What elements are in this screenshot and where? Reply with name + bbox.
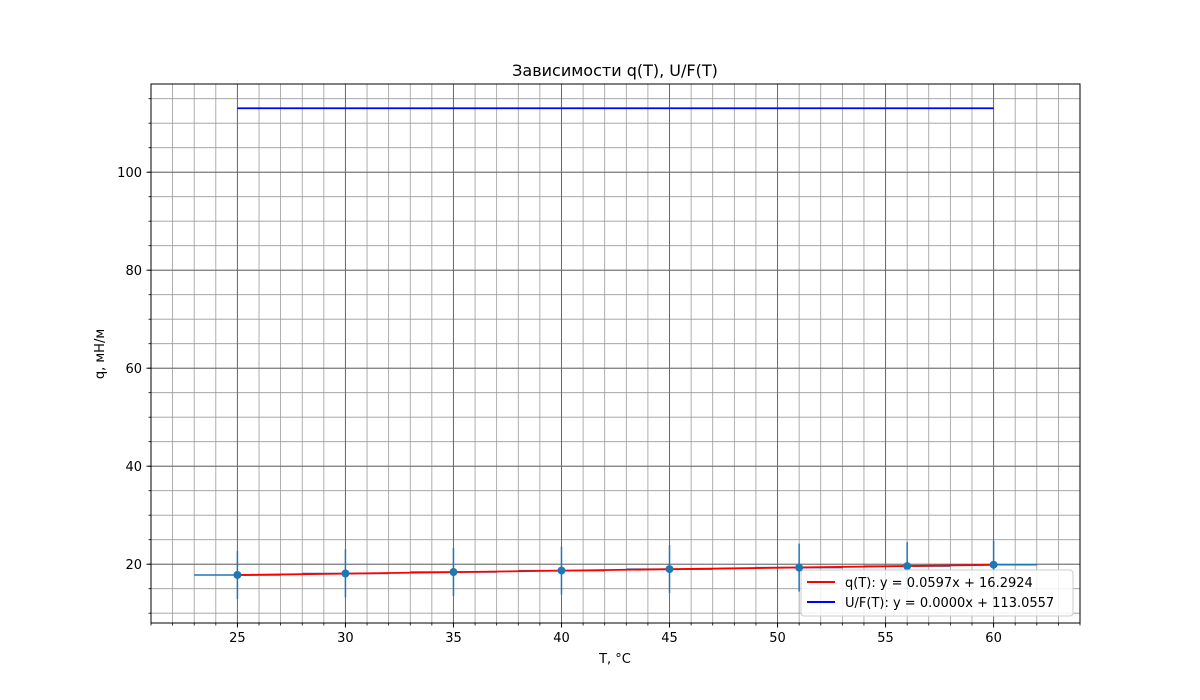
y-tick-labels: 20 40 60 80 100 [117,166,142,573]
legend-label-uf: U/F(T): y = 0.0000x + 113.0557 [845,596,1054,611]
data-point [903,562,912,571]
x-tick-label: 35 [445,631,462,646]
chart-title: Зависимости q(T), U/F(T) [512,61,718,80]
grid-minor [150,84,1081,623]
data-point [989,560,998,569]
y-tick-label: 80 [125,264,142,279]
data-point [341,569,350,578]
legend-label-q: q(T): y = 0.0597x + 16.2924 [845,576,1033,591]
x-tick-label: 45 [661,631,678,646]
grid-major [151,84,1080,623]
data-point [557,566,566,575]
x-tick-label: 40 [553,631,570,646]
y-tick-label: 100 [117,166,142,181]
x-tick-labels: 25 30 35 40 45 50 55 60 [229,631,1002,646]
axis-ticks [146,98,1081,628]
x-tick-label: 55 [877,631,894,646]
plot-frame [150,83,1081,624]
x-tick-label: 50 [769,631,786,646]
y-tick-label: 60 [125,362,142,377]
y-tick-label: 20 [125,558,142,573]
y-tick-label: 40 [125,460,142,475]
legend-box [800,569,1074,617]
x-tick-label: 25 [229,631,246,646]
data-point [665,565,674,574]
data-points [233,560,998,579]
x-axis-label: T, °C [598,652,631,667]
x-tick-label: 60 [985,631,1002,646]
data-point [449,568,458,577]
legend: q(T): y = 0.0597x + 16.2924 U/F(T): y = … [800,569,1074,617]
data-point [795,563,804,572]
fit-lines [237,107,994,576]
x-tick-label: 30 [337,631,354,646]
data-point [233,570,242,579]
series-line-q [237,563,994,576]
y-axis-label: q, мН/м [93,329,108,379]
